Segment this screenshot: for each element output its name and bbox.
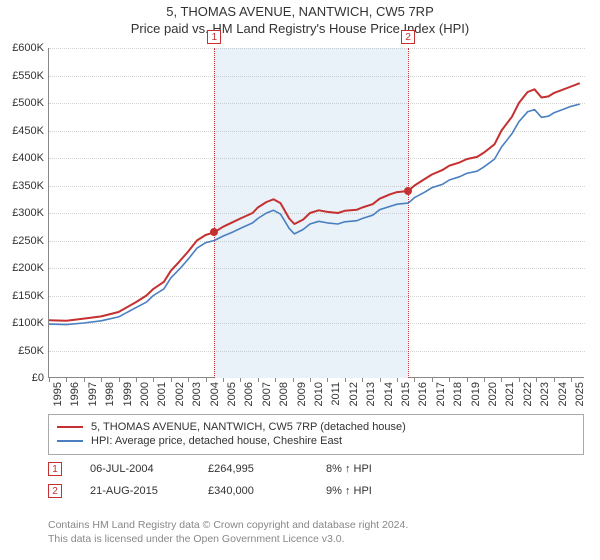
- x-axis-label: 2008: [278, 382, 290, 406]
- y-axis-label: £500K: [12, 97, 44, 109]
- x-axis-label: 2021: [504, 382, 516, 406]
- sale-delta: 9% ↑ HPI: [326, 485, 416, 497]
- x-axis-label: 2014: [383, 382, 395, 406]
- x-axis-label: 2016: [417, 382, 429, 406]
- sales-table: 1 06-JUL-2004 £264,995 8% ↑ HPI 2 21-AUG…: [48, 462, 584, 506]
- x-axis-label: 1996: [69, 382, 81, 406]
- sale-point-dot: [404, 187, 412, 195]
- x-axis-label: 1999: [122, 382, 134, 406]
- sale-date: 06-JUL-2004: [90, 463, 180, 475]
- sale-price: £340,000: [208, 485, 298, 497]
- sale-point-dot: [210, 228, 218, 236]
- x-axis-label: 2004: [209, 382, 221, 406]
- price-chart: 12 £0£50K£100K£150K£200K£250K£300K£350K£…: [48, 48, 584, 400]
- x-axis-label: 2024: [557, 382, 569, 406]
- sale-marker: 2: [48, 484, 62, 498]
- x-axis-label: 1998: [104, 382, 116, 406]
- y-axis-label: £50K: [18, 345, 44, 357]
- x-axis-label: 2003: [191, 382, 203, 406]
- legend-label: HPI: Average price, detached house, Ches…: [91, 435, 342, 447]
- chart-annotation-marker: 2: [401, 30, 415, 44]
- y-axis-label: £0: [32, 372, 44, 384]
- table-row: 2 21-AUG-2015 £340,000 9% ↑ HPI: [48, 484, 584, 498]
- chart-annotation-marker: 1: [207, 30, 221, 44]
- y-axis-label: £400K: [12, 152, 44, 164]
- y-axis-label: £150K: [12, 290, 44, 302]
- page-title: 5, THOMAS AVENUE, NANTWICH, CW5 7RP: [0, 4, 600, 19]
- y-axis-label: £100K: [12, 317, 44, 329]
- legend-swatch: [57, 426, 83, 428]
- sale-marker: 1: [48, 462, 62, 476]
- x-axis-label: 2022: [522, 382, 534, 406]
- legend-swatch: [57, 440, 83, 442]
- x-axis-label: 1995: [52, 382, 64, 406]
- legend-label: 5, THOMAS AVENUE, NANTWICH, CW5 7RP (det…: [91, 421, 406, 433]
- x-axis-label: 2023: [539, 382, 551, 406]
- x-axis-label: 2018: [452, 382, 464, 406]
- footer-line: Contains HM Land Registry data © Crown c…: [48, 518, 584, 532]
- y-axis-label: £350K: [12, 180, 44, 192]
- x-axis-label: 2012: [348, 382, 360, 406]
- page-subtitle: Price paid vs. HM Land Registry's House …: [0, 21, 600, 36]
- y-axis-label: £600K: [12, 42, 44, 54]
- x-axis-label: 2006: [243, 382, 255, 406]
- x-axis-label: 2017: [435, 382, 447, 406]
- y-axis-label: £250K: [12, 235, 44, 247]
- x-axis-label: 2025: [574, 382, 586, 406]
- table-row: 1 06-JUL-2004 £264,995 8% ↑ HPI: [48, 462, 584, 476]
- series-price_paid: [49, 83, 580, 321]
- x-axis-label: 2002: [174, 382, 186, 406]
- x-axis-label: 2013: [365, 382, 377, 406]
- y-axis-label: £450K: [12, 125, 44, 137]
- x-axis-label: 2015: [400, 382, 412, 406]
- y-axis-label: £200K: [12, 262, 44, 274]
- x-axis-label: 2007: [261, 382, 273, 406]
- sale-date: 21-AUG-2015: [90, 485, 180, 497]
- x-axis-label: 1997: [87, 382, 99, 406]
- x-axis-label: 2005: [226, 382, 238, 406]
- x-axis-label: 2000: [139, 382, 151, 406]
- x-axis-label: 2020: [487, 382, 499, 406]
- y-axis-label: £550K: [12, 70, 44, 82]
- x-axis-label: 2001: [156, 382, 168, 406]
- chart-legend: 5, THOMAS AVENUE, NANTWICH, CW5 7RP (det…: [48, 414, 584, 455]
- x-axis-label: 2009: [296, 382, 308, 406]
- y-axis-label: £300K: [12, 207, 44, 219]
- footer-attribution: Contains HM Land Registry data © Crown c…: [48, 518, 584, 546]
- footer-line: This data is licensed under the Open Gov…: [48, 532, 584, 546]
- sale-price: £264,995: [208, 463, 298, 475]
- series-hpi: [49, 104, 580, 325]
- x-axis-label: 2019: [470, 382, 482, 406]
- sale-delta: 8% ↑ HPI: [326, 463, 416, 475]
- x-axis-label: 2010: [313, 382, 325, 406]
- x-axis-label: 2011: [330, 382, 342, 406]
